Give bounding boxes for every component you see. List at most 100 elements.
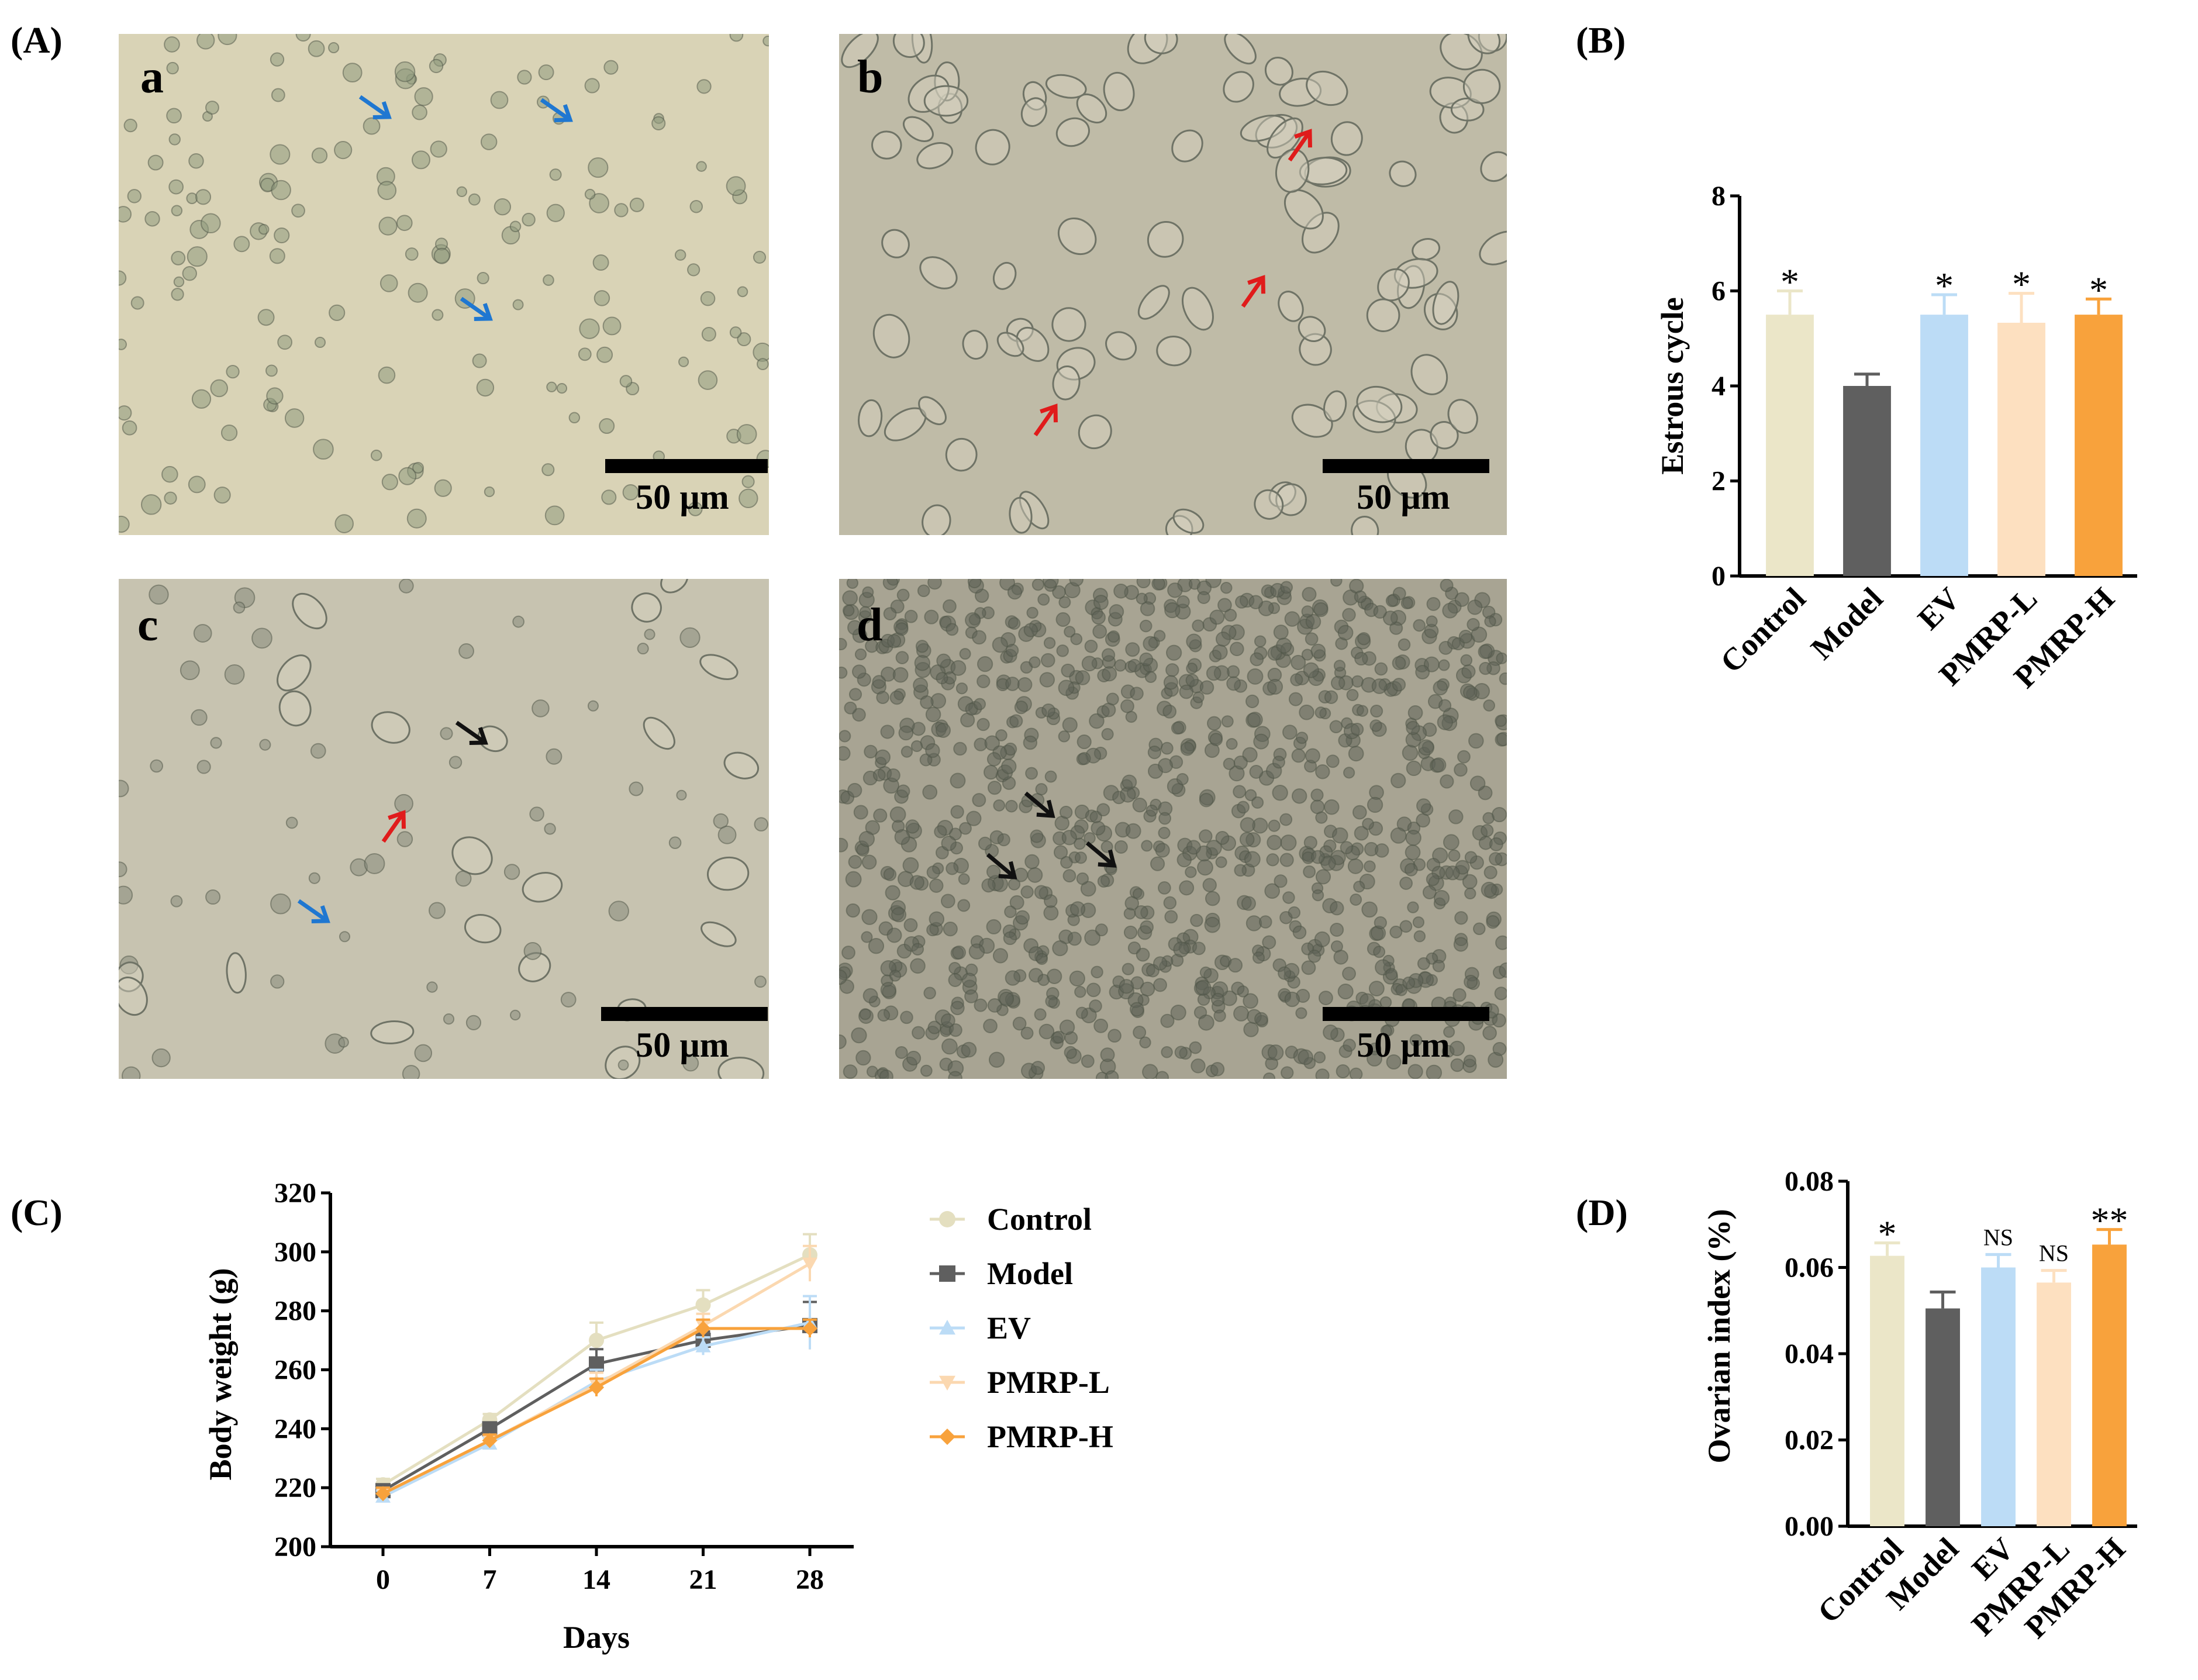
cell [1084, 832, 1096, 844]
cell [1349, 1067, 1363, 1079]
arrow-icon [297, 899, 330, 923]
cell [443, 1013, 455, 1025]
cell [905, 819, 920, 834]
scale-bar [1323, 459, 1489, 473]
cell [1254, 635, 1267, 648]
cell [958, 873, 970, 885]
cell [1310, 850, 1325, 864]
cell [1027, 867, 1043, 883]
cell [1467, 618, 1480, 632]
cell [440, 727, 453, 740]
cell [911, 943, 924, 956]
cell [1233, 785, 1247, 799]
epithelial-cell [1299, 157, 1348, 185]
cell [1226, 738, 1238, 750]
cell [987, 781, 1002, 795]
significance-label: NS [1983, 1224, 2013, 1250]
cell [1167, 582, 1183, 598]
epithelial-cell [1410, 354, 1448, 395]
cell [187, 246, 208, 267]
cell [1030, 829, 1044, 843]
epithelial-cell [923, 85, 969, 117]
cell [872, 675, 886, 689]
cell [196, 34, 215, 50]
cell [1442, 602, 1458, 619]
cell [1136, 947, 1150, 962]
epithelial-cell [1298, 316, 1326, 342]
cell [895, 651, 909, 664]
cell [1330, 675, 1345, 691]
category-label: EV [1911, 581, 1966, 636]
cell [842, 604, 855, 617]
cell [1132, 888, 1145, 900]
cell [432, 309, 444, 321]
cell [1045, 995, 1058, 1008]
cell [1185, 866, 1197, 878]
cell [637, 643, 649, 655]
cell [1409, 1034, 1423, 1047]
epithelial-cell [1264, 57, 1293, 86]
cell [127, 189, 142, 203]
cell [1280, 834, 1297, 851]
cell [913, 677, 929, 693]
cell [1158, 826, 1171, 840]
cell [1367, 796, 1383, 813]
cell [1295, 1007, 1307, 1019]
cell [1237, 801, 1250, 814]
cell [1092, 624, 1107, 639]
epithelial-cell [1051, 307, 1086, 342]
y-tick-label: 0.02 [1785, 1425, 1834, 1456]
cell [1133, 1025, 1147, 1040]
scale-bar-label: 50 µm [636, 1026, 729, 1064]
cell [1165, 663, 1179, 677]
cell [1452, 988, 1467, 1002]
cell [859, 606, 872, 619]
epithelial-cell [1278, 291, 1304, 322]
cell [1390, 827, 1407, 844]
cell [285, 816, 298, 829]
cell [839, 1034, 847, 1050]
cell [895, 622, 909, 636]
cell [1106, 692, 1119, 706]
cell [1136, 592, 1148, 605]
cell [151, 1048, 171, 1068]
epithelial-cell [908, 74, 950, 113]
epithelial-cell [1291, 403, 1333, 438]
cell [119, 206, 132, 223]
cell [1075, 670, 1091, 685]
epithelial-cell [992, 261, 1017, 290]
cell [1301, 960, 1316, 975]
data-point [939, 1211, 955, 1227]
data-point [589, 1379, 604, 1395]
cell [940, 1013, 955, 1028]
cell [1080, 881, 1096, 897]
significance-label: * [1878, 1213, 1897, 1254]
cell [1125, 823, 1141, 839]
cell [855, 1050, 871, 1066]
data-point [939, 1375, 955, 1391]
cell [859, 1008, 871, 1020]
cell [1348, 746, 1364, 762]
cell [195, 189, 212, 205]
cell [1220, 581, 1233, 594]
cell [858, 831, 875, 847]
cell [1174, 1046, 1188, 1059]
cell [265, 364, 278, 377]
cell [188, 153, 204, 169]
cell [1437, 714, 1453, 730]
cell [1243, 993, 1258, 1009]
cell [903, 918, 918, 933]
cell [1217, 598, 1232, 613]
cell [889, 690, 905, 705]
cell [398, 467, 417, 485]
cell [119, 515, 130, 533]
micrograph-label: c [137, 599, 158, 651]
cell [1221, 715, 1234, 728]
cell [1415, 665, 1430, 679]
cell [1375, 843, 1389, 858]
cell [251, 627, 272, 649]
bar [2092, 1244, 2127, 1526]
cell [1364, 860, 1376, 873]
cell [923, 986, 936, 1000]
cell [284, 408, 305, 428]
